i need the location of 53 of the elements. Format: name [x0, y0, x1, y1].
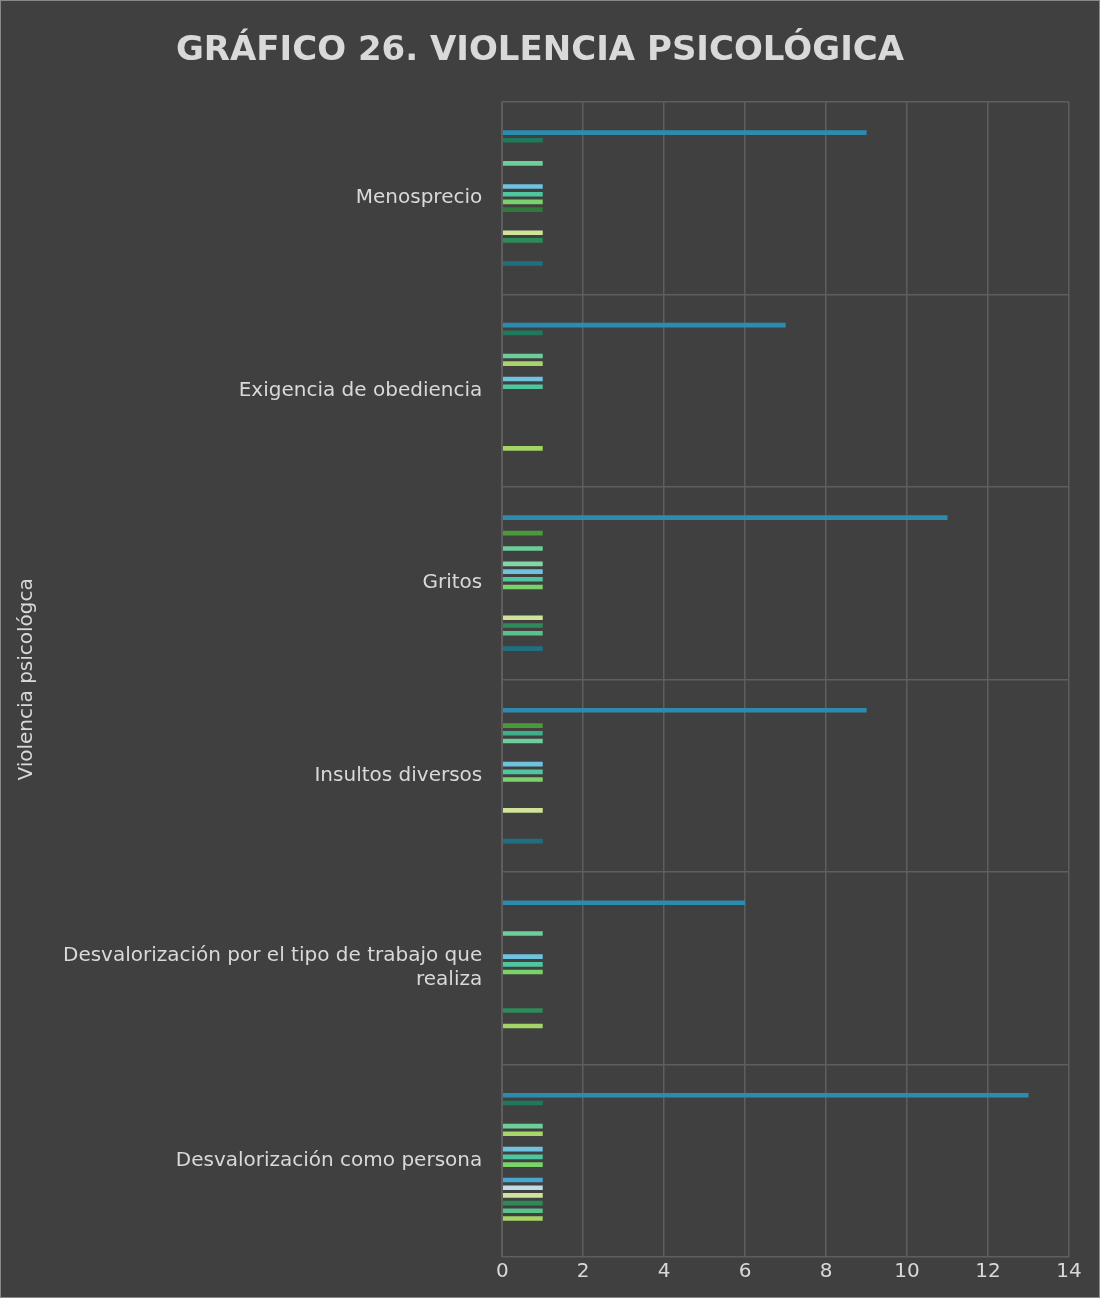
bar — [502, 1208, 543, 1214]
bar — [502, 962, 543, 967]
x-tick-label: 10 — [894, 1258, 920, 1283]
bar — [502, 630, 543, 636]
bar — [502, 515, 948, 520]
x-tick-label: 14 — [1056, 1258, 1082, 1283]
y-tick-label: Desvalorización como persona — [175, 1146, 483, 1171]
bar — [502, 731, 543, 736]
bar — [502, 954, 543, 959]
bar — [502, 569, 543, 574]
bar — [502, 777, 543, 782]
bar — [502, 130, 867, 135]
bar — [502, 623, 543, 628]
bar — [502, 1092, 1029, 1098]
x-tick-label: 6 — [738, 1258, 752, 1283]
y-tick-label: Exigencia de obediencia — [238, 376, 483, 401]
bar — [502, 261, 543, 266]
bar — [502, 931, 543, 936]
bar — [502, 808, 543, 813]
y-tick-label: Insultos diversos — [314, 761, 483, 786]
y-axis-title: Violencia psicológca — [13, 578, 38, 781]
bar — [502, 1162, 543, 1167]
bar — [502, 238, 543, 243]
bar — [502, 138, 543, 143]
chart-title: GRÁFICO 26. VIOLENCIA PSICOLÓGICA — [175, 28, 905, 69]
bar — [502, 184, 543, 189]
bar — [502, 230, 543, 236]
bar — [502, 900, 746, 906]
y-tick-label: Gritos — [422, 569, 483, 594]
bar — [502, 161, 543, 166]
bar — [502, 191, 543, 197]
bar — [502, 707, 867, 713]
x-tick-label: 0 — [495, 1258, 509, 1283]
bar — [502, 546, 543, 551]
x-tick-label: 8 — [819, 1258, 833, 1283]
bar — [502, 446, 543, 451]
y-tick-label: Desvalorización por el tipo de trabajo que realiza — [62, 942, 483, 991]
bar — [502, 1216, 543, 1221]
x-tick-label: 12 — [975, 1258, 1001, 1283]
bar — [502, 1185, 543, 1190]
x-tick-label: 4 — [657, 1258, 671, 1283]
bar — [502, 576, 543, 582]
y-tick-label: Menosprecio — [355, 184, 483, 209]
bar — [502, 384, 543, 390]
bar — [502, 615, 543, 621]
bar — [502, 361, 543, 366]
x-tick-label: 2 — [576, 1258, 590, 1283]
bar — [502, 1193, 543, 1198]
bar — [502, 1131, 543, 1137]
bar — [502, 646, 543, 651]
bar — [502, 1008, 543, 1013]
bar — [502, 207, 543, 212]
bar — [502, 723, 543, 728]
